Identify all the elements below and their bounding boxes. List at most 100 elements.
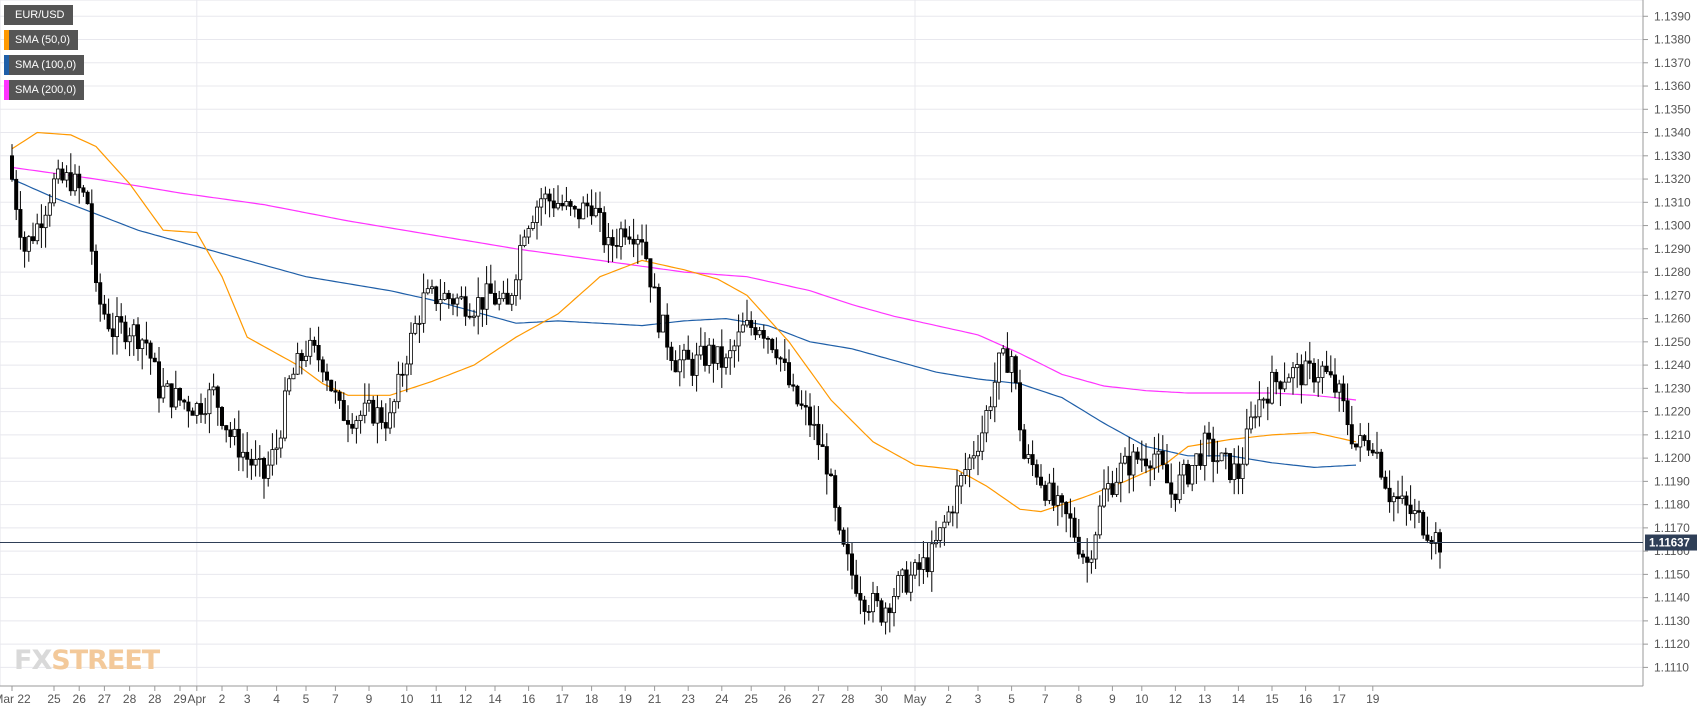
candle-bull xyxy=(1295,364,1300,369)
sma50-path xyxy=(11,131,1357,513)
candle-bear xyxy=(119,316,124,323)
candle-bull xyxy=(278,437,283,449)
x-tick-label: 7 xyxy=(332,692,339,706)
candle-bear xyxy=(841,529,846,545)
x-axis-ticks: Mar 22252627282829Apr2345791011121416171… xyxy=(0,686,1380,706)
candle-bear xyxy=(1328,371,1333,376)
candle-bull xyxy=(707,344,712,366)
current-price-label-bg xyxy=(1645,534,1697,551)
current-price-line: 1.11637 xyxy=(0,534,1697,551)
legend-sma100[interactable]: SMA (100,0) xyxy=(4,55,85,75)
candle-bear xyxy=(1051,482,1056,506)
candle-bear xyxy=(215,386,220,408)
candle-bear xyxy=(1127,455,1132,476)
candle-bear xyxy=(795,385,800,405)
candle-bull xyxy=(1240,463,1245,479)
legend-symbol[interactable]: EUR/USD xyxy=(4,5,73,25)
y-tick-label: 1.1170 xyxy=(1654,521,1690,535)
candle-bear xyxy=(753,327,758,336)
candle-bull xyxy=(1202,432,1207,466)
candle-bear xyxy=(106,313,111,330)
candle-bear xyxy=(1408,504,1413,515)
candle-bear xyxy=(803,405,808,408)
candle-bear xyxy=(1383,476,1388,489)
candle-bear xyxy=(249,458,254,466)
x-tick-label: 24 xyxy=(715,692,729,706)
candle-bear xyxy=(400,373,405,376)
x-tick-label: 18 xyxy=(585,692,599,706)
candle-bull xyxy=(392,401,397,414)
candle-bear xyxy=(39,223,44,229)
x-tick-label: Apr xyxy=(187,692,206,706)
candle-bear xyxy=(1236,463,1241,479)
candle-bear xyxy=(1349,424,1354,445)
candle-bull xyxy=(543,193,548,200)
x-tick-label: 10 xyxy=(400,692,414,706)
x-tick-label: 25 xyxy=(745,692,759,706)
candle-bear xyxy=(572,206,577,210)
candle-bull xyxy=(921,557,926,570)
candle-bull xyxy=(732,345,737,352)
candle-bear xyxy=(1039,476,1044,486)
candle-bear xyxy=(547,193,552,202)
candle-bear xyxy=(320,359,325,373)
candle-bull xyxy=(1219,452,1224,462)
candle-bull xyxy=(1244,428,1249,465)
x-tick-label: 4 xyxy=(273,692,280,706)
candle-bear xyxy=(719,346,724,368)
x-tick-label: 9 xyxy=(1109,692,1116,706)
x-tick-label: 15 xyxy=(1265,692,1279,706)
candle-bear xyxy=(467,315,472,318)
current-price-label: 1.11637 xyxy=(1649,538,1690,550)
y-tick-label: 1.1130 xyxy=(1654,614,1690,628)
candle-bear xyxy=(766,337,771,340)
sma-50-line xyxy=(11,131,1357,513)
legend-sma50-swatch xyxy=(4,30,9,50)
y-tick-label: 1.1360 xyxy=(1654,79,1691,93)
candle-bull xyxy=(942,521,947,529)
candle-bear xyxy=(1299,364,1304,386)
candle-bull xyxy=(413,323,418,334)
legend-sma200[interactable]: SMA (200,0) xyxy=(4,80,85,100)
x-tick-label: 12 xyxy=(459,692,473,706)
candle-bear xyxy=(350,423,355,429)
x-tick-label: 17 xyxy=(556,692,570,706)
candle-bull xyxy=(140,339,145,350)
candle-bear xyxy=(1207,432,1212,440)
candle-bull xyxy=(362,402,367,416)
candle-bull xyxy=(425,288,430,294)
candle-bear xyxy=(446,292,451,300)
candle-bear xyxy=(1198,453,1203,466)
candle-bear xyxy=(866,611,871,613)
sma200-path xyxy=(11,166,1357,401)
candle-bull xyxy=(539,198,544,208)
candle-bear xyxy=(833,475,838,508)
candle-bull xyxy=(745,320,750,326)
x-tick-label: 8 xyxy=(1075,692,1082,706)
candle-bull xyxy=(1097,505,1102,536)
candle-bull xyxy=(1156,450,1161,455)
x-tick-label: 14 xyxy=(488,692,502,706)
candle-bull xyxy=(1215,460,1220,463)
x-tick-label: 28 xyxy=(148,692,162,706)
legend-sma50[interactable]: SMA (50,0) xyxy=(4,30,79,50)
candle-bull xyxy=(56,168,61,180)
candle-bear xyxy=(94,250,99,284)
candle-bull xyxy=(946,511,951,523)
x-tick-label: 29 xyxy=(173,692,187,706)
candle-bull xyxy=(115,316,120,338)
legend: EUR/USD SMA (50,0) SMA (100,0) SMA (200,… xyxy=(4,5,85,105)
legend-symbol-label: EUR/USD xyxy=(15,9,65,21)
candle-bear xyxy=(644,241,649,260)
x-tick-label: 26 xyxy=(73,692,87,706)
plot-area xyxy=(0,0,1644,687)
candle-bear xyxy=(640,239,645,243)
candle-bull xyxy=(908,574,913,593)
candle-bear xyxy=(224,425,229,431)
candle-bear xyxy=(1110,483,1115,495)
candle-bear xyxy=(434,286,439,305)
candle-bear xyxy=(14,178,19,210)
candle-bull xyxy=(47,202,52,216)
candle-bear xyxy=(690,358,695,376)
